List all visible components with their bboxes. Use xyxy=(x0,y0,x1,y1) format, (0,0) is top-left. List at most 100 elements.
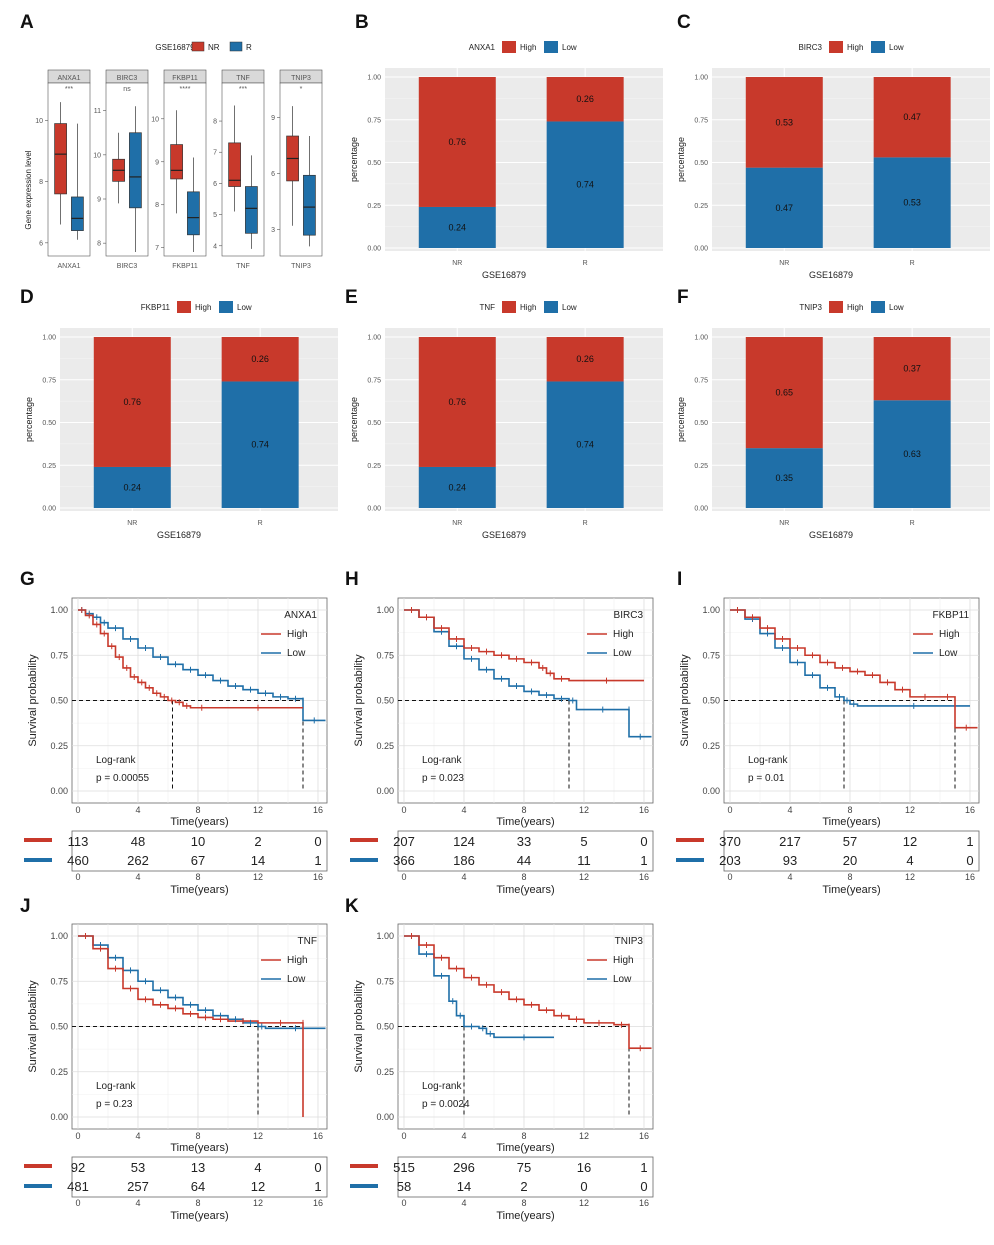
y-axis-label: percentage xyxy=(24,397,34,442)
x-tick-label: TNIP3 xyxy=(291,263,311,270)
bar-high-r xyxy=(546,77,624,122)
legend-high-label: High xyxy=(613,629,634,640)
y-axis-label: Survival probability xyxy=(353,980,365,1073)
x-tick-label: R xyxy=(583,260,588,267)
km-plot-tnf: 0 4 8 12 16 0.00 0.25 0.50 0.75 1.00 TNF High Low Log… xyxy=(24,923,328,1222)
significance-label: ns xyxy=(123,86,131,93)
legend-high-label: High xyxy=(520,43,536,52)
risk-x-tick-label: 0 xyxy=(75,1198,80,1208)
risk-count-low: 14 xyxy=(457,1179,471,1194)
km-plot-anxa1: 0 4 8 12 160.000.250.500.751.00 ANXA1HighLowL… xyxy=(24,597,328,896)
risk-count-high: 92 xyxy=(71,1160,85,1175)
significance-label: *** xyxy=(239,86,247,93)
x-tick-label: NR xyxy=(452,520,462,527)
risk-count-low: 1 xyxy=(314,1179,321,1194)
km-plot-tnip3: 0 4 8 12 160.000.250.500.751.00 TNIP3HighLowL… xyxy=(350,923,654,1222)
y-tick-label: 0.50 xyxy=(694,160,708,167)
legend-high-label: High xyxy=(287,629,308,640)
km-gene-title: BIRC3 xyxy=(614,610,644,621)
y-tick-label: 0.75 xyxy=(367,117,381,124)
logrank-label: Log-rank xyxy=(422,1081,462,1092)
km-gene-title: ANXA1 xyxy=(284,610,317,621)
risk-count-low: 1 xyxy=(314,853,321,868)
bar-label-high: 0.65 xyxy=(776,388,794,398)
y-tick-label: 9 xyxy=(155,159,159,166)
y-tick-label: 6 xyxy=(271,171,275,178)
risk-x-tick-label: 8 xyxy=(195,872,200,882)
p-value-label: p = 0.023 xyxy=(422,773,464,784)
y-tick-label: 0.75 xyxy=(367,377,381,384)
x-tick-label: 0 xyxy=(75,1131,80,1141)
bar-low-nr xyxy=(745,167,823,248)
y-tick-label: 0.00 xyxy=(702,786,720,796)
risk-count-low: 366 xyxy=(393,853,415,868)
risk-count-low: 186 xyxy=(453,853,475,868)
x-tick-label: 0 xyxy=(75,805,80,815)
y-tick-label: 0.50 xyxy=(50,1022,68,1032)
y-tick-label: 0.00 xyxy=(694,246,708,253)
x-tick-label: R xyxy=(258,520,263,527)
km-curve-high xyxy=(78,609,303,709)
legend-r-swatch xyxy=(229,41,243,52)
risk-x-tick-label: 16 xyxy=(639,872,649,882)
y-tick-label: 0.25 xyxy=(42,463,56,470)
x-tick-label: 16 xyxy=(313,1131,323,1141)
x-tick-label: R xyxy=(910,260,915,267)
y-tick-label: 0.50 xyxy=(367,420,381,427)
legend-nr-swatch xyxy=(191,41,205,52)
risk-count-low: 44 xyxy=(517,853,531,868)
risk-count-high: 4 xyxy=(254,1160,261,1175)
y-tick-label: 0.75 xyxy=(694,377,708,384)
risk-count-low: 1 xyxy=(640,853,647,868)
risk-count-low: 0 xyxy=(640,1179,647,1194)
y-tick-label: 3 xyxy=(271,227,275,234)
risk-table-frame xyxy=(71,1156,328,1198)
legend-low-label: Low xyxy=(889,43,904,52)
x-tick-label: 0 xyxy=(401,1131,406,1141)
y-tick-label: 0.25 xyxy=(694,203,708,210)
risk-count-high: 16 xyxy=(577,1160,591,1175)
x-tick-label: ANXA1 xyxy=(58,263,81,270)
risk-x-tick-label: 8 xyxy=(521,1198,526,1208)
legend-high-label: High xyxy=(195,303,211,312)
x-tick-label: R xyxy=(910,520,915,527)
bar-label-low: 0.74 xyxy=(251,440,269,450)
risk-x-tick-label: 4 xyxy=(135,1198,140,1208)
risk-count-low: 67 xyxy=(191,853,205,868)
legend-high-label: High xyxy=(939,629,960,640)
x-tick-label: 8 xyxy=(521,1131,526,1141)
stacked-bar-tnf: TNF High Low 0.00 0.25 0.50 0.75 1.00 0.24 0.76 NR… xyxy=(349,301,663,540)
stacked-bar-tnip3: TNIP3 High Low 0.00 0.25 0.50 0.75 1.00 0.35 0.65… xyxy=(676,301,990,540)
bar-low-r xyxy=(546,121,624,248)
risk-count-low: 203 xyxy=(719,853,741,868)
y-axis-label: Survival probability xyxy=(353,654,365,747)
bar-low-r xyxy=(873,400,951,508)
p-value-label: p = 0.01 xyxy=(748,773,785,784)
risk-x-tick-label: 16 xyxy=(965,872,975,882)
risk-x-tick-label: 0 xyxy=(75,872,80,882)
legend-high-label: High xyxy=(287,955,308,966)
facet-strip-label: BIRC3 xyxy=(117,75,138,82)
facet-strip-label: ANXA1 xyxy=(58,75,81,82)
x-tick-label: 0 xyxy=(727,805,732,815)
bar-low-nr xyxy=(745,448,823,508)
y-tick-label: 0.50 xyxy=(702,696,720,706)
y-tick-label: 0.25 xyxy=(376,741,394,751)
risk-count-high: 296 xyxy=(453,1160,475,1175)
risk-count-low: 460 xyxy=(67,853,89,868)
legend-low-label: Low xyxy=(287,974,306,985)
y-tick-label: 0.75 xyxy=(42,377,56,384)
risk-count-low: 481 xyxy=(67,1179,89,1194)
risk-count-high: 75 xyxy=(517,1160,531,1175)
y-tick-label: 7 xyxy=(155,245,159,252)
x-axis-label: GSE16879 xyxy=(809,530,853,540)
x-tick-label: 4 xyxy=(135,805,140,815)
y-tick-label: 9 xyxy=(97,197,101,204)
bar-label-high: 0.26 xyxy=(576,94,594,104)
bar-label-low: 0.74 xyxy=(576,440,594,450)
risk-x-tick-label: 12 xyxy=(579,1198,589,1208)
bar-high-nr xyxy=(745,77,823,168)
bar-low-nr xyxy=(418,466,496,508)
x-tick-label: 12 xyxy=(579,805,589,815)
